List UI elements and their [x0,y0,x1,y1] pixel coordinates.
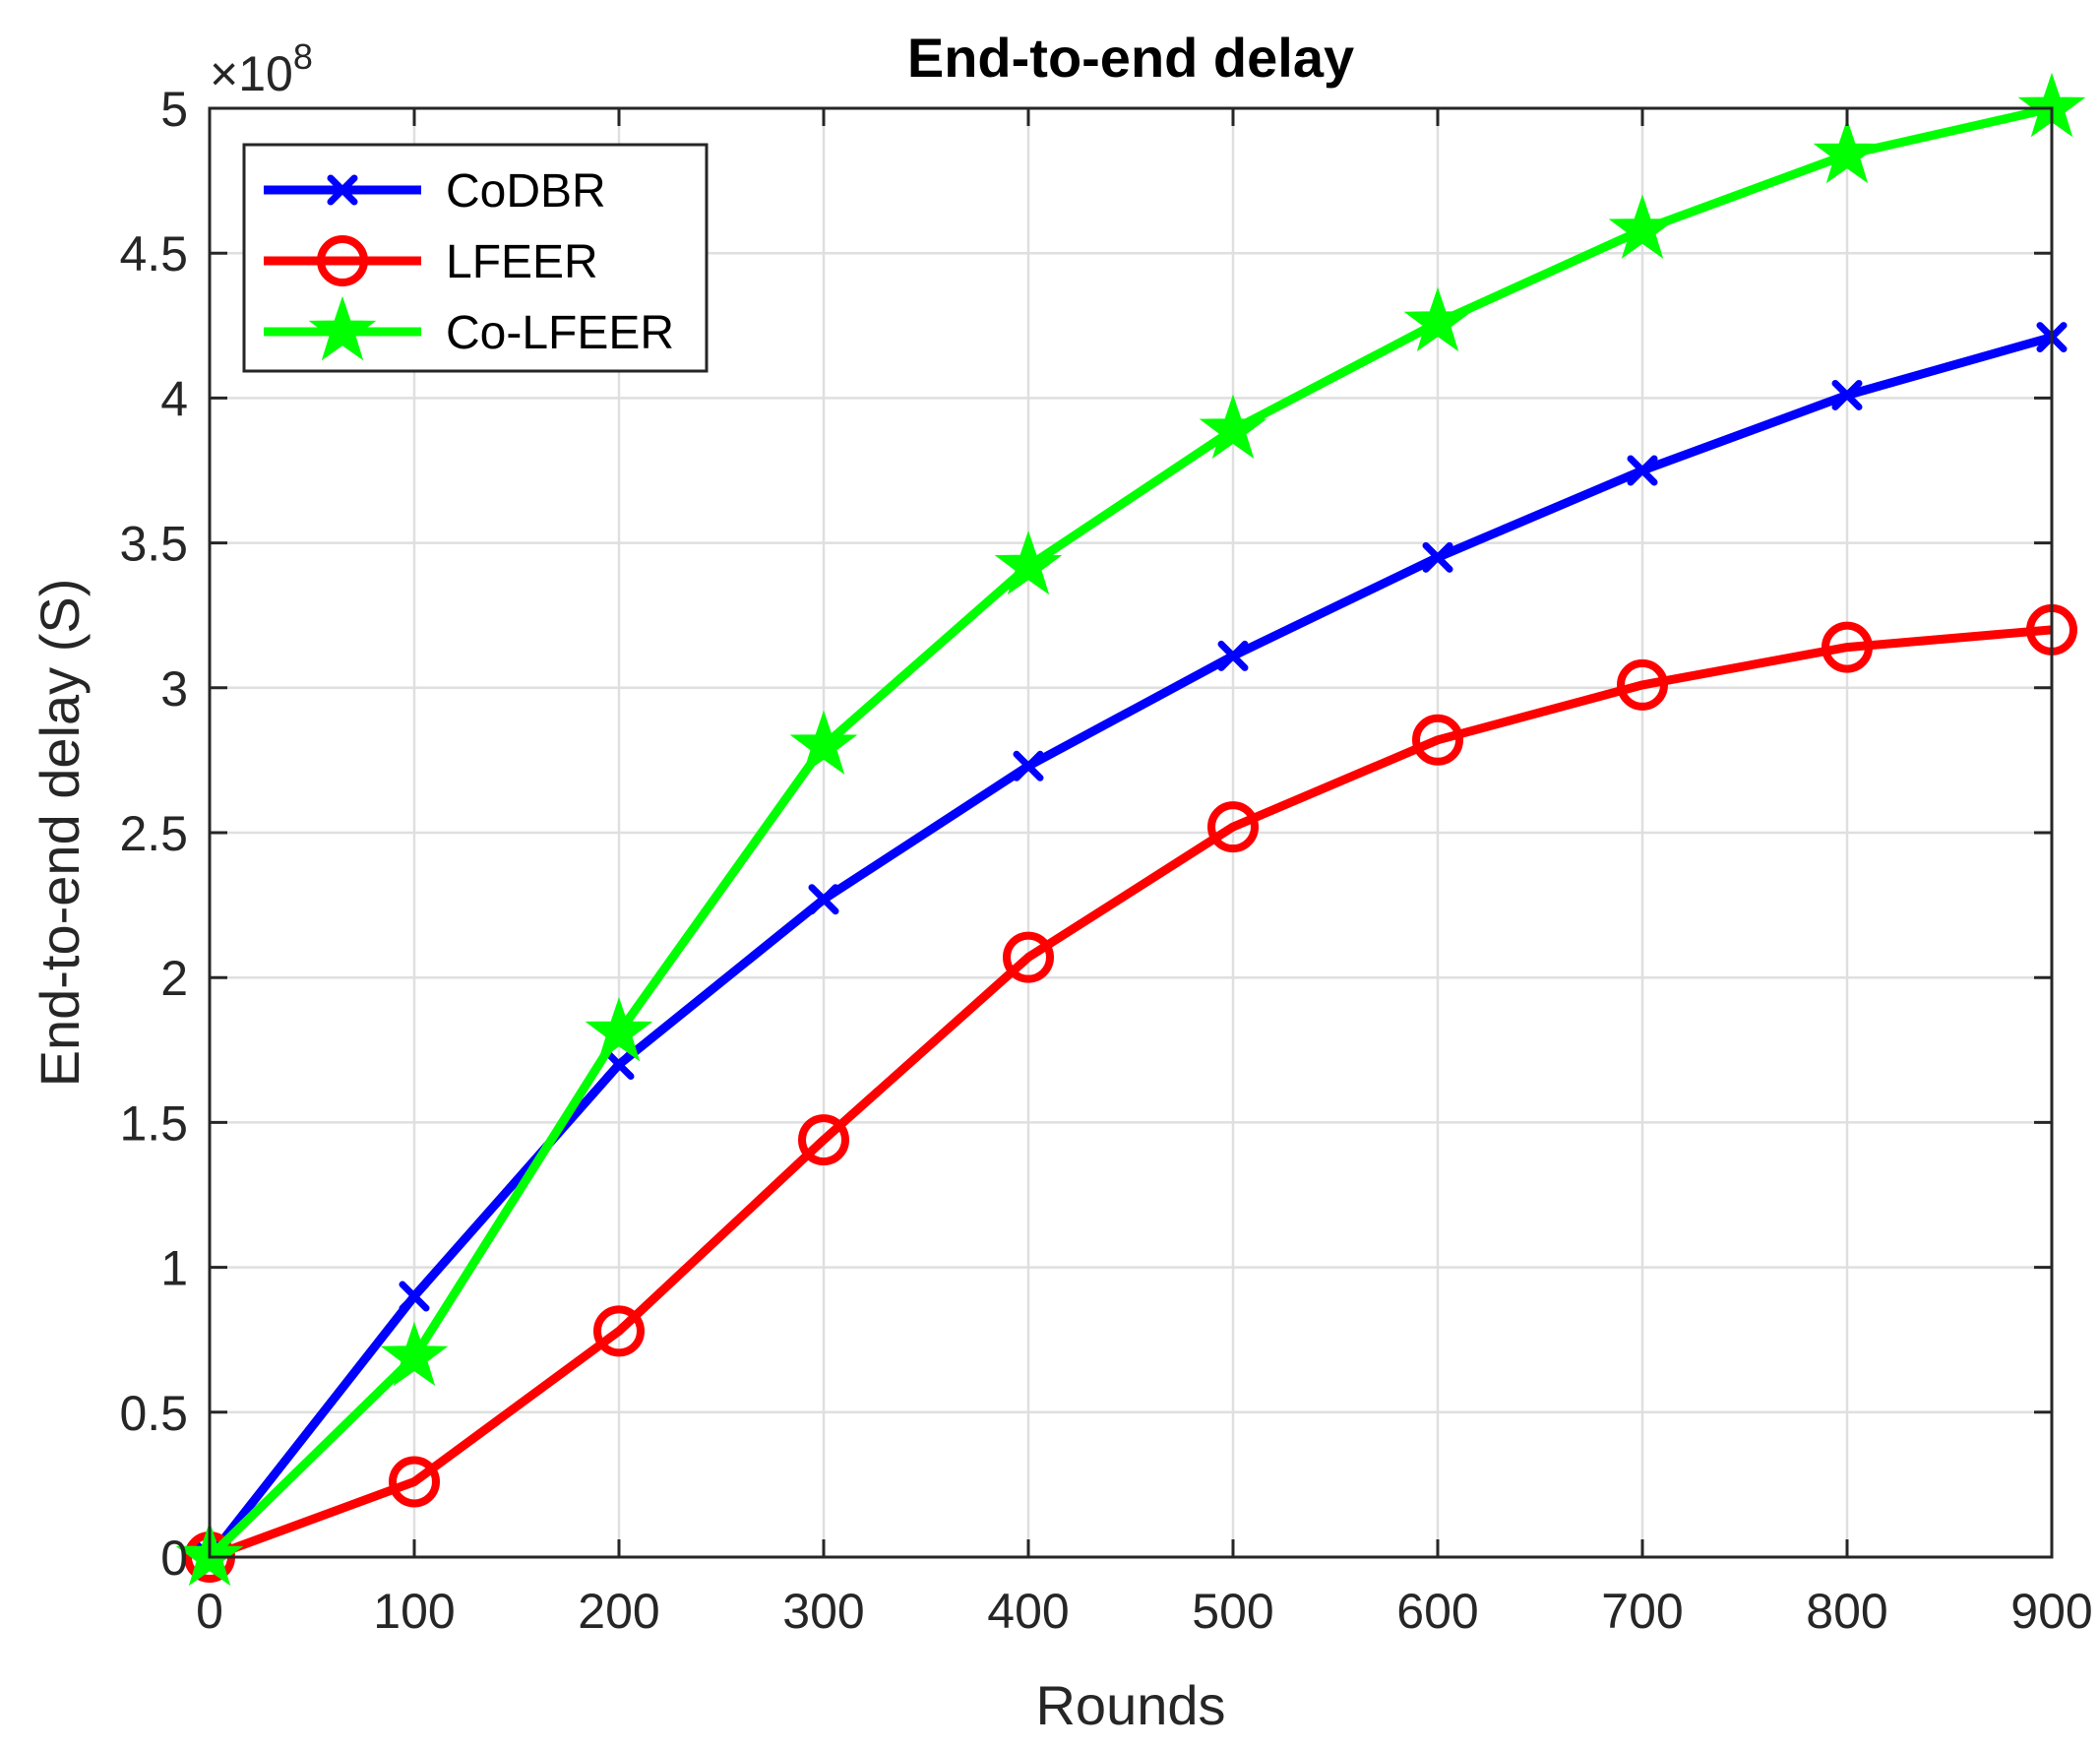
y-axis-multiplier: ×108 [210,36,313,101]
x-tick-label: 300 [782,1584,864,1639]
legend-marker [317,235,368,286]
x-stroke [1627,455,1658,486]
y-tick-label: 4 [160,371,188,426]
data-point [789,710,858,775]
data-point [585,996,653,1062]
x-stroke [1422,541,1453,573]
x-axis-label: Rounds [1035,1674,1225,1736]
x-tick-label: 700 [1601,1584,1683,1639]
legend-entry: LFEER [264,235,598,288]
legend-marker [327,174,358,206]
legend: CoDBR LFEER Co-LFEER [242,143,709,373]
data-point [1013,750,1044,781]
y-tick-label: 0.5 [119,1386,188,1441]
series-codbr [194,322,2068,1573]
y-axis-label: End-to-end delay (S) [29,579,91,1088]
data-point [1627,455,1658,486]
data-point [380,1321,449,1387]
data-point [593,1305,645,1357]
data-point [1207,801,1259,853]
y-tick-label: 4.5 [119,226,188,281]
y-tick-label: 3.5 [119,517,188,572]
legend-marker [308,295,377,361]
x-stroke [1831,379,1863,410]
x-stroke [327,174,358,206]
legend-label: LFEER [446,236,598,288]
data-point [1003,931,1054,983]
data-point [1617,658,1668,711]
x-stroke [808,884,839,915]
series-line [206,103,2053,1561]
data-point [1608,194,1677,259]
legend-entry: Co-LFEER [264,295,674,361]
chart-title: End-to-end delay [907,27,1354,89]
data-point [603,1049,635,1081]
x-stroke [1013,750,1044,781]
data-point [1813,118,1882,184]
y-tick-label: 3 [160,661,188,717]
data-point [1831,379,1863,410]
x-tick-label: 0 [196,1584,223,1639]
x-tick-label: 500 [1192,1584,1273,1639]
y-axis-multiplier-exponent: 8 [293,36,313,77]
y-tick-label: 5 [160,82,188,137]
data-point [994,531,1063,595]
y-tick-label: 2 [160,951,188,1006]
data-point [1422,541,1453,573]
y-tick-label: 1 [160,1241,188,1296]
legend-label: Co-LFEER [446,307,674,359]
data-point [389,1456,440,1508]
y-axis-multiplier-base: ×10 [210,46,293,101]
series-line [208,625,2053,1562]
series-layer [175,72,2086,1587]
y-tick-label: 0 [160,1531,188,1586]
ticks: 0 100 200 300 400 500 600 700 800 900 0 0.5 1 1.5 2 2.5… [119,82,2092,1639]
x-tick-label: 400 [987,1584,1069,1639]
x-tick-label: 600 [1396,1584,1478,1639]
x-stroke [1217,640,1249,671]
data-point [1199,394,1267,460]
x-stroke [603,1049,635,1081]
data-point [399,1281,430,1312]
legend-entry: CoDBR [264,165,606,218]
x-stroke [399,1281,430,1312]
y-tick-label: 2.5 [119,806,188,861]
x-tick-label: 900 [2010,1584,2092,1639]
data-point [1412,714,1463,766]
y-tick-label: 1.5 [119,1095,188,1151]
data-point [798,1114,849,1166]
data-point [1822,621,1873,673]
legend-label: CoDBR [446,165,606,218]
x-tick-label: 200 [578,1584,659,1639]
data-point [1217,640,1249,671]
x-tick-label: 800 [1806,1584,1887,1639]
data-point [808,884,839,915]
data-point [1403,286,1472,352]
series-line [206,333,2054,1560]
x-tick-label: 100 [373,1584,455,1639]
